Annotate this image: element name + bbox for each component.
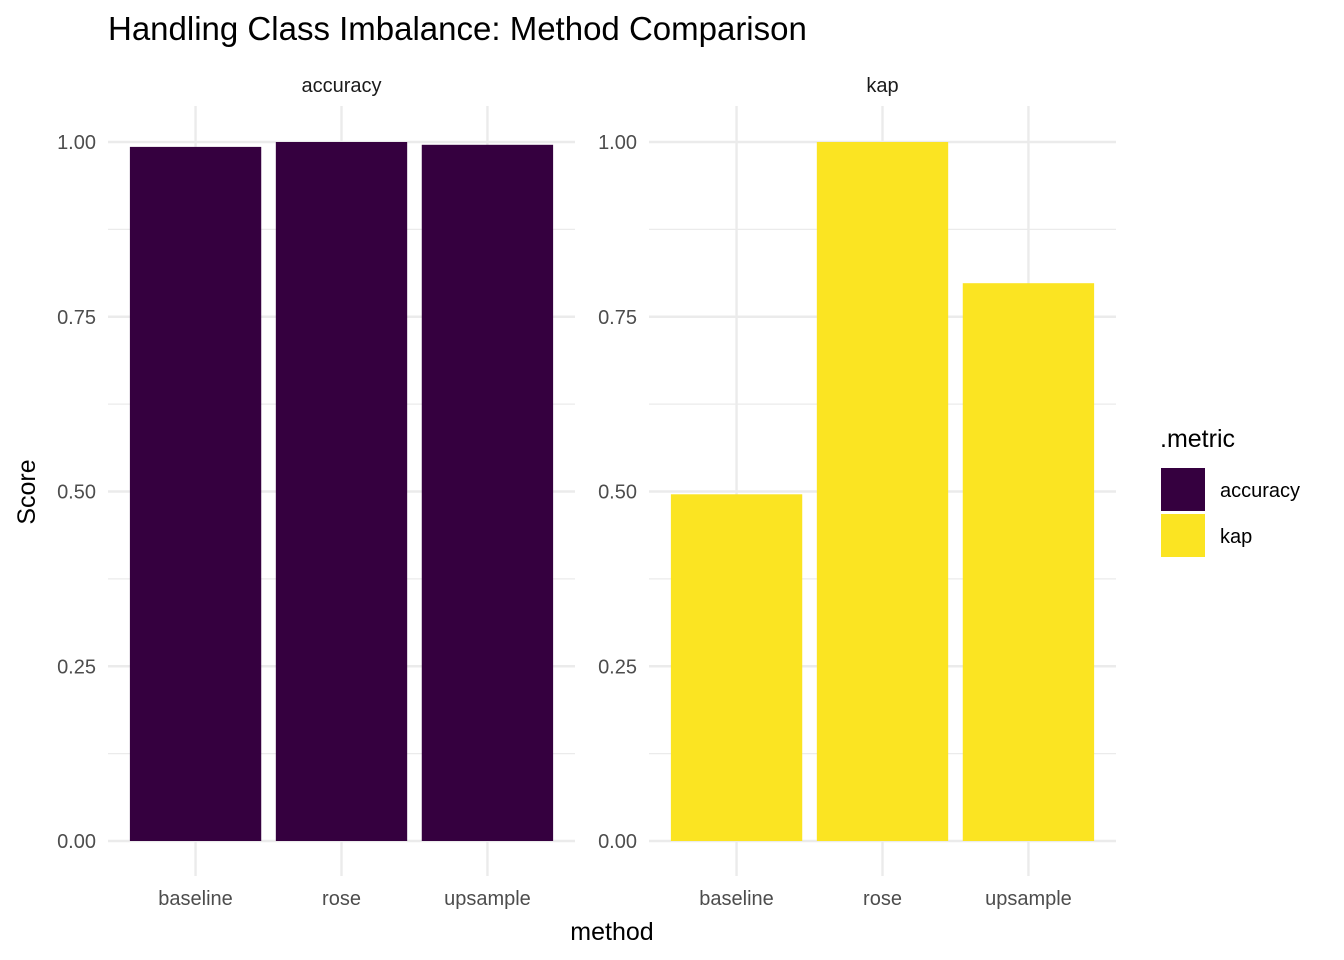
facet-panel-kap: 0.00 0.25 0.50 0.75 1.00 baseline rose upsample… <box>598 75 1116 910</box>
y-tick-label: 0.25 <box>598 656 637 678</box>
legend-key-accuracy <box>1161 468 1205 511</box>
legend-label: kap <box>1220 526 1252 548</box>
y-tick-label: 0.75 <box>598 307 637 329</box>
y-axis-title: Score <box>13 459 41 524</box>
legend-key-kap <box>1161 514 1205 557</box>
x-tick-label: upsample <box>985 888 1072 910</box>
x-tick-label: rose <box>863 888 902 910</box>
facet-strip-label: kap <box>866 75 898 97</box>
x-axis-title: method <box>570 918 653 946</box>
y-tick-label: 0.50 <box>598 482 637 504</box>
x-tick-label: rose <box>322 888 361 910</box>
chart-title: Handling Class Imbalance: Method Compari… <box>108 10 807 47</box>
facet-panel-accuracy: 0.00 0.25 0.50 0.75 1.00 baseline rose upsample… <box>57 75 575 910</box>
y-tick-label: 1.00 <box>57 132 96 154</box>
y-tick-label: 0.25 <box>57 656 96 678</box>
bar-kap-upsample <box>962 283 1095 841</box>
legend: .metric accuracy kap <box>1160 425 1300 557</box>
y-tick-label: 1.00 <box>598 132 637 154</box>
x-tick-label: baseline <box>699 888 774 910</box>
x-tick-label: baseline <box>158 888 233 910</box>
y-tick-label: 0.00 <box>57 831 96 853</box>
bar-accuracy-upsample <box>421 144 554 841</box>
y-tick-label: 0.00 <box>598 831 637 853</box>
bar-accuracy-baseline <box>129 146 262 841</box>
y-tick-label: 0.75 <box>57 307 96 329</box>
y-tick-label: 0.50 <box>57 482 96 504</box>
bar-kap-baseline <box>670 494 803 841</box>
bar-kap-rose <box>816 142 949 841</box>
legend-title: .metric <box>1160 425 1235 453</box>
facet-strip-label: accuracy <box>301 75 381 97</box>
legend-label: accuracy <box>1220 480 1300 502</box>
bar-accuracy-rose <box>275 142 408 841</box>
x-tick-label: upsample <box>444 888 531 910</box>
